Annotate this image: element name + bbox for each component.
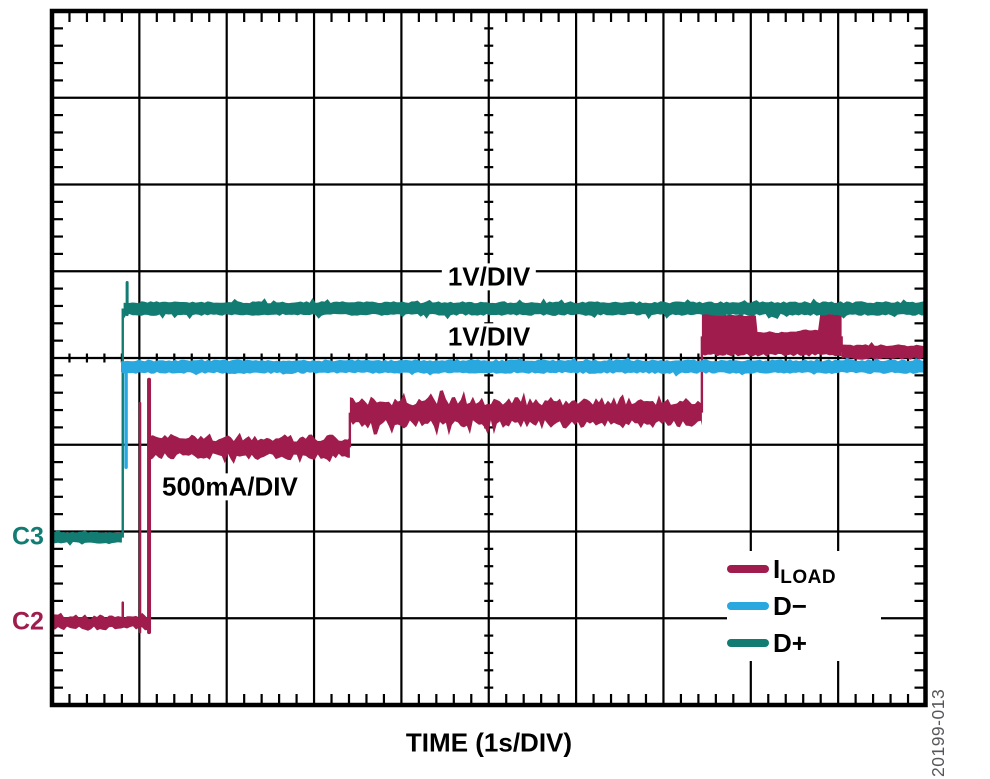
legend-label-iload-main: I bbox=[773, 554, 781, 584]
iload-scale-label: 500mA/DIV bbox=[156, 473, 304, 501]
legend: ILOAD D− D+ bbox=[727, 551, 881, 661]
legend-item-iload: ILOAD bbox=[727, 553, 881, 588]
dminus-trace-swatch bbox=[727, 602, 769, 610]
legend-label-iload-sub: LOAD bbox=[780, 567, 837, 588]
legend-item-dminus: D− bbox=[727, 590, 881, 622]
channel-marker-c2: C2 bbox=[12, 607, 44, 636]
legend-label-dplus: D+ bbox=[773, 628, 807, 658]
legend-item-dplus: D+ bbox=[727, 627, 881, 659]
x-axis-label: TIME (1s/DIV) bbox=[405, 727, 573, 758]
dplus-scale-label: 1V/DIV bbox=[441, 263, 537, 291]
channel-marker-c3: C3 bbox=[12, 522, 44, 551]
dplus-trace-swatch bbox=[727, 639, 769, 647]
dminus-scale-label: 1V/DIV bbox=[441, 323, 537, 351]
iload-trace-swatch bbox=[727, 565, 769, 573]
figure-number: 20199-013 bbox=[928, 688, 948, 777]
legend-label-dminus: D− bbox=[773, 591, 807, 621]
